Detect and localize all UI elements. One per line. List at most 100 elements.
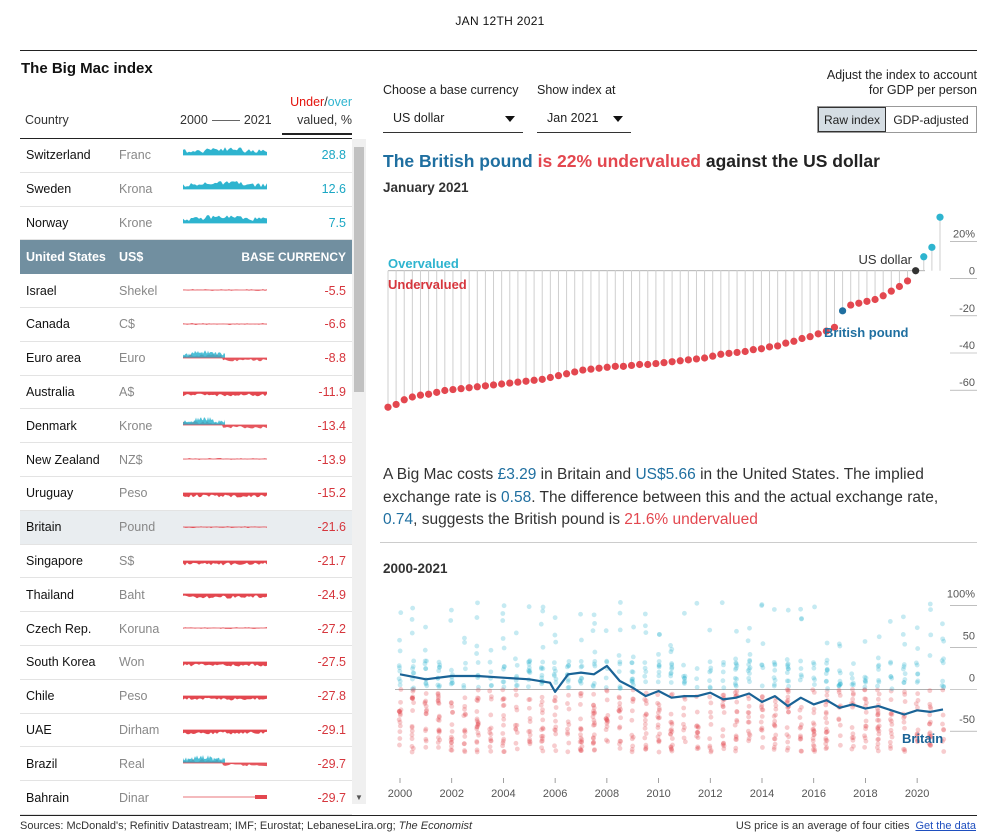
lollipop-point[interactable] <box>538 375 546 383</box>
lollipop-point[interactable] <box>546 373 554 382</box>
lollipop-point[interactable] <box>611 362 619 370</box>
lollipop-point[interactable] <box>700 354 709 362</box>
britain-line[interactable] <box>399 664 944 716</box>
lollipop-point[interactable] <box>790 337 798 345</box>
lollipop-point[interactable] <box>741 347 749 356</box>
table-row[interactable]: Singapore S$ -21.7 <box>20 545 352 579</box>
lollipop-point[interactable] <box>392 400 400 409</box>
lollipop-point[interactable] <box>814 330 822 338</box>
lollipop-point[interactable] <box>652 359 660 368</box>
table-row[interactable]: Denmark Krone -13.4 <box>20 409 352 444</box>
lollipop-point[interactable] <box>619 362 628 370</box>
lollipop-point[interactable] <box>749 346 757 354</box>
table-row[interactable]: Australia A$ -11.9 <box>20 376 352 410</box>
lollipop-point[interactable] <box>636 360 644 369</box>
lollipop-point[interactable] <box>514 378 522 386</box>
lollipop-point[interactable] <box>798 334 806 343</box>
table-row[interactable]: Canada C$ -6.6 <box>20 308 352 342</box>
lollipop-point[interactable] <box>717 350 725 358</box>
lollipop-point[interactable] <box>441 386 449 395</box>
lollipop-point[interactable] <box>481 382 490 390</box>
table-row[interactable]: Britain Pound -21.6 <box>20 510 352 545</box>
lollipop-point[interactable] <box>408 393 416 401</box>
lollipop-point[interactable] <box>433 388 441 396</box>
table-row[interactable]: Switzerland Franc 28.8 <box>20 139 352 173</box>
lollipop-point[interactable] <box>733 348 741 357</box>
scrollbar[interactable]: ▼ <box>352 139 366 804</box>
lollipop-point[interactable] <box>554 372 563 380</box>
base-currency-select[interactable]: US dollar <box>383 105 523 133</box>
lollipop-point[interactable] <box>830 323 839 331</box>
lollipop-point[interactable] <box>920 253 928 261</box>
lollipop-point[interactable] <box>709 352 717 360</box>
table-row[interactable]: Euro area Euro -8.8 <box>20 342 352 376</box>
lollipop-point[interactable] <box>416 391 425 399</box>
table-row[interactable]: UAE Dirham -29.1 <box>20 714 352 748</box>
lollipop-point[interactable] <box>765 343 774 351</box>
table-row[interactable]: New Zealand NZ$ -13.9 <box>20 443 352 477</box>
lollipop-point[interactable] <box>595 364 603 372</box>
table-row[interactable]: Brazil Real -29.7 <box>20 747 352 782</box>
raw-index-button[interactable]: Raw index <box>818 107 886 132</box>
lollipop-point[interactable] <box>473 383 481 391</box>
table-row[interactable]: Chile Peso -27.8 <box>20 680 352 714</box>
lollipop-point[interactable] <box>871 295 879 304</box>
index-date-select[interactable]: Jan 2021 <box>537 105 631 133</box>
lollipop-point[interactable] <box>465 384 473 392</box>
lollipop-point[interactable] <box>668 358 676 366</box>
lollipop-point[interactable] <box>530 376 538 384</box>
lollipop-point[interactable] <box>644 360 652 369</box>
lollipop-point[interactable] <box>562 370 571 378</box>
lollipop-point[interactable] <box>936 213 944 221</box>
lollipop-point[interactable] <box>579 366 587 374</box>
lollipop-point[interactable] <box>522 377 530 385</box>
lollipop-point[interactable] <box>806 333 814 341</box>
lollipop-point[interactable] <box>587 365 595 373</box>
col-value-sort[interactable]: Under/over valued, % <box>282 93 352 135</box>
lollipop-point[interactable] <box>627 361 636 370</box>
lollipop-point[interactable] <box>912 267 920 275</box>
index-type-toggle[interactable]: Raw index GDP-adjusted <box>817 106 977 133</box>
lollipop-point[interactable] <box>498 380 506 388</box>
scroll-thumb[interactable] <box>354 147 364 392</box>
lollipop-point[interactable] <box>424 390 433 398</box>
lollipop-point[interactable] <box>384 403 392 411</box>
col-country[interactable]: Country <box>25 113 69 127</box>
lollipop-point[interactable] <box>676 357 684 365</box>
lollipop-point[interactable] <box>725 349 733 357</box>
table-row[interactable]: Sweden Krona 12.6 <box>20 173 352 207</box>
lollipop-point[interactable] <box>855 299 863 307</box>
lollipop-point[interactable] <box>847 301 855 309</box>
lollipop-point[interactable] <box>838 307 847 315</box>
lollipop-point[interactable] <box>887 287 895 295</box>
table-row[interactable]: Czech Rep. Koruna -27.2 <box>20 612 352 646</box>
lollipop-point[interactable] <box>903 277 912 285</box>
table-row[interactable]: Norway Krone 7.5 <box>20 207 352 241</box>
lollipop-point[interactable] <box>400 396 408 404</box>
scroll-down-arrow-icon[interactable]: ▼ <box>355 793 363 802</box>
lollipop-point[interactable] <box>660 359 668 367</box>
lollipop-point[interactable] <box>757 345 766 353</box>
table-row[interactable]: Uruguay Peso -15.2 <box>20 477 352 511</box>
lollipop-point[interactable] <box>895 282 904 291</box>
table-row[interactable]: Thailand Baht -24.9 <box>20 578 352 613</box>
lollipop-point[interactable] <box>822 327 830 335</box>
lollipop-point[interactable] <box>774 342 782 350</box>
lollipop-point[interactable] <box>571 368 579 376</box>
lollipop-point[interactable] <box>506 379 514 387</box>
table-row[interactable]: Bahrain Dinar -29.7 <box>20 781 352 815</box>
lollipop-point[interactable] <box>457 385 465 393</box>
lollipop-point[interactable] <box>489 381 498 389</box>
table-row[interactable]: United States US$ BASE CURRENCY <box>20 240 352 275</box>
table-row[interactable]: Israel Shekel -5.5 <box>20 274 352 308</box>
gdp-adjusted-button[interactable]: GDP-adjusted <box>886 107 976 132</box>
get-data-link[interactable]: Get the data <box>915 820 976 832</box>
lollipop-point[interactable] <box>879 292 887 300</box>
table-row[interactable]: South Korea Won -27.5 <box>20 646 352 680</box>
lollipop-point[interactable] <box>782 339 790 347</box>
lollipop-point[interactable] <box>603 363 611 371</box>
lollipop-point[interactable] <box>692 355 701 363</box>
lollipop-point[interactable] <box>449 385 457 394</box>
lollipop-point[interactable] <box>928 243 936 251</box>
lollipop-point[interactable] <box>684 356 692 364</box>
